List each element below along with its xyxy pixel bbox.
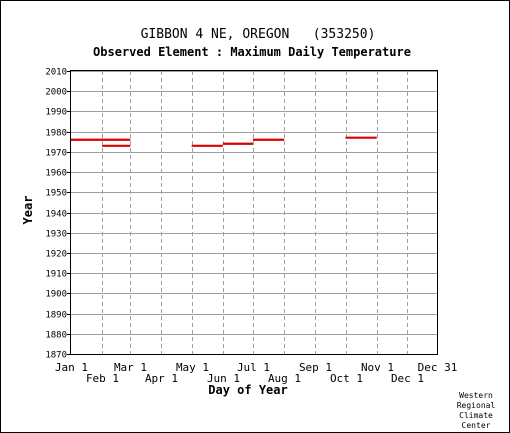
y-tick-label: 1920 <box>45 250 67 260</box>
x-tick-label: Jul 1 <box>237 361 270 374</box>
y-tick-labels: 2010 2000 1990 1980 1970 1960 1950 1940 1930 1920… <box>45 68 71 361</box>
y-tick-label: 1910 <box>45 270 67 280</box>
y-tick-label: 1950 <box>45 189 67 199</box>
x-tick-label: Mar 1 <box>114 361 147 374</box>
y-tick-label: 1870 <box>45 351 67 361</box>
y-tick-label: 1880 <box>45 331 67 341</box>
credit-line: Climate <box>459 411 493 420</box>
credit-line: Western <box>459 391 493 400</box>
x-tick-label: Jan 1 <box>55 361 88 374</box>
y-axis-label: Year <box>21 196 35 225</box>
plot-area-border <box>70 70 438 355</box>
credit-block: Western Regional Climate Center <box>457 391 496 430</box>
x-tick-label: Aug 1 <box>268 372 301 385</box>
y-tick-label: 2010 <box>45 68 67 78</box>
x-tick-label: May 1 <box>176 361 209 374</box>
y-tick-label: 1980 <box>45 129 67 139</box>
x-tick-label: Dec 31 <box>418 361 458 374</box>
x-tick-label: Dec 1 <box>391 372 424 385</box>
x-axis-label: Day of Year <box>208 383 287 397</box>
grid-layer <box>71 71 437 355</box>
x-tick-label: Nov 1 <box>361 361 394 374</box>
y-tick-label: 1990 <box>45 108 67 118</box>
x-tick-label: Jun 1 <box>207 372 240 385</box>
series-layer <box>71 136 377 147</box>
chart-subtitle: Observed Element : Maximum Daily Tempera… <box>93 45 411 59</box>
y-tick-label: 2000 <box>45 88 67 98</box>
y-tick-label: 1930 <box>45 230 67 240</box>
x-tick-label: Apr 1 <box>145 372 178 385</box>
chart-title: GIBBON 4 NE, OREGON (353250) <box>141 27 376 42</box>
x-tick-label: Sep 1 <box>299 361 332 374</box>
y-tick-label: 1890 <box>45 311 67 321</box>
y-tick-label: 1940 <box>45 210 67 220</box>
x-tick-label: Feb 1 <box>86 372 119 385</box>
credit-line: Regional <box>457 401 496 410</box>
y-tick-label: 1970 <box>45 149 67 159</box>
x-tick-label: Oct 1 <box>330 372 363 385</box>
y-tick-label: 1960 <box>45 169 67 179</box>
credit-line: Center <box>462 421 491 430</box>
y-tick-label: 1900 <box>45 290 67 300</box>
